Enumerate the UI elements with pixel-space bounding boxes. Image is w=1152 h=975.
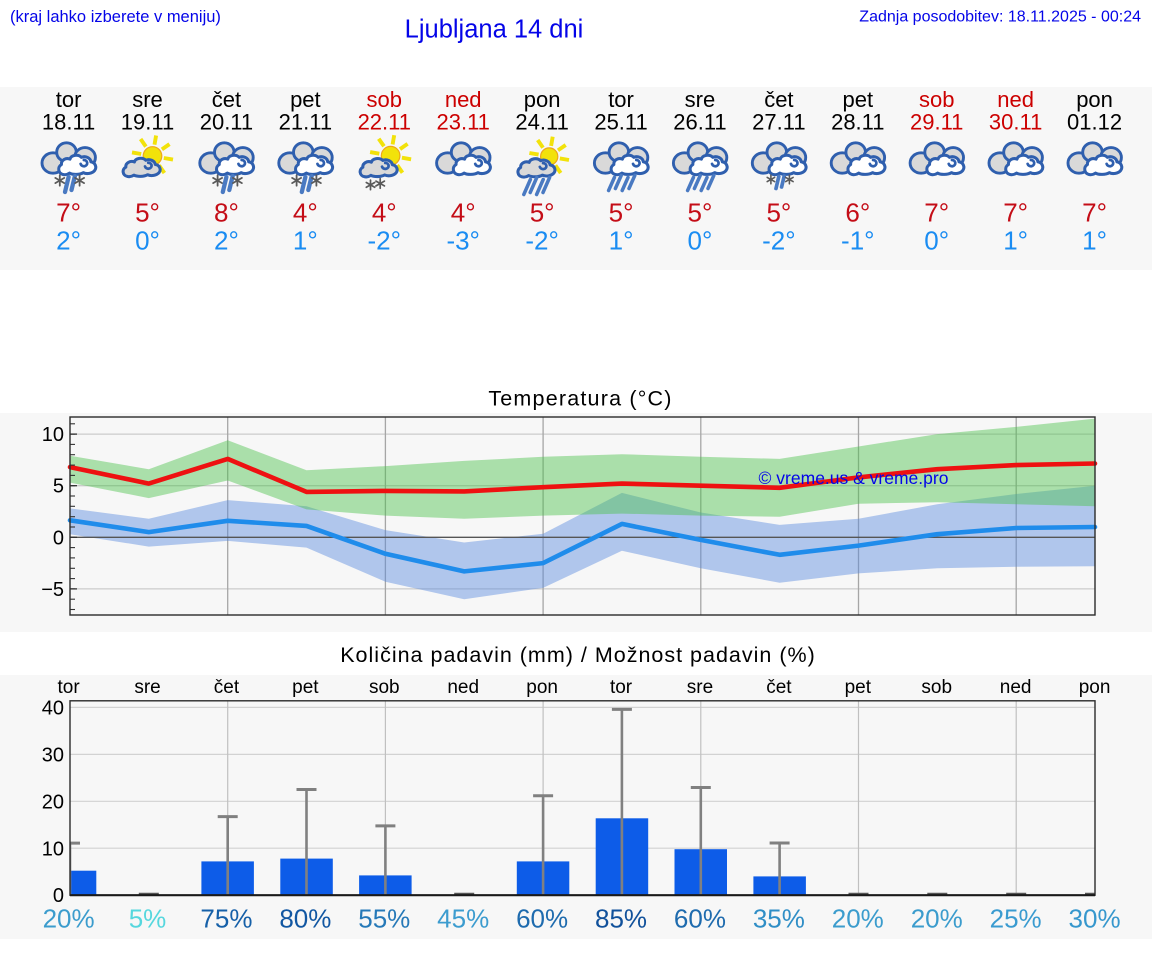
svg-text:ned: ned (1000, 677, 1032, 698)
svg-text:8°: 8° (214, 198, 239, 228)
svg-text:-2°: -2° (762, 226, 796, 256)
svg-text:29.11: 29.11 (910, 110, 963, 135)
svg-text:sre: sre (685, 87, 716, 112)
svg-text:1°: 1° (609, 226, 634, 256)
svg-text:tor: tor (608, 87, 634, 112)
svg-text:55%: 55% (358, 904, 410, 934)
svg-text:0: 0 (53, 885, 64, 907)
svg-text:Ljubljana 14 dni: Ljubljana 14 dni (405, 16, 584, 44)
svg-text:01.12: 01.12 (1067, 110, 1122, 135)
svg-text:5°: 5° (530, 198, 555, 228)
svg-text:60%: 60% (674, 904, 726, 934)
svg-text:7°: 7° (924, 198, 949, 228)
svg-text:5%: 5% (129, 904, 167, 934)
svg-text:sob: sob (919, 87, 954, 112)
svg-text:10: 10 (42, 838, 64, 860)
svg-text:(kraj lahko izberete v meniju): (kraj lahko izberete v meniju) (10, 8, 221, 26)
svg-text:čet: čet (212, 87, 241, 112)
svg-text:20.11: 20.11 (200, 110, 253, 135)
svg-text:30%: 30% (1069, 904, 1121, 934)
svg-text:-2°: -2° (368, 226, 402, 256)
svg-text:čet: čet (766, 677, 792, 698)
svg-text:7°: 7° (56, 198, 81, 228)
svg-text:28.11: 28.11 (831, 110, 884, 135)
svg-text:čet: čet (214, 677, 240, 698)
svg-text:ned: ned (445, 87, 482, 112)
svg-text:26.11: 26.11 (673, 110, 726, 135)
svg-text:21.11: 21.11 (279, 110, 332, 135)
svg-text:0°: 0° (924, 226, 949, 256)
svg-text:pon: pon (524, 87, 561, 112)
svg-text:25.11: 25.11 (594, 110, 647, 135)
svg-text:tor: tor (610, 677, 633, 698)
svg-text:75%: 75% (200, 904, 252, 934)
svg-text:60%: 60% (516, 904, 568, 934)
svg-text:sob: sob (921, 677, 952, 698)
svg-text:7°: 7° (1003, 198, 1028, 228)
svg-text:sre: sre (132, 87, 163, 112)
svg-text:18.11: 18.11 (42, 110, 95, 135)
svg-text:1°: 1° (1003, 226, 1028, 256)
svg-text:pet: pet (290, 87, 321, 112)
svg-text:30.11: 30.11 (989, 110, 1042, 135)
svg-text:5°: 5° (609, 198, 634, 228)
svg-text:5: 5 (53, 476, 64, 498)
svg-text:7°: 7° (1082, 198, 1107, 228)
svg-text:25%: 25% (990, 904, 1042, 934)
svg-text:2°: 2° (214, 226, 239, 256)
svg-text:Zadnja posodobitev: 18.11.2025: Zadnja posodobitev: 18.11.2025 - 00:24 (859, 9, 1141, 26)
svg-text:-2°: -2° (525, 226, 559, 256)
svg-text:20: 20 (42, 791, 64, 813)
svg-text:22.11: 22.11 (358, 110, 411, 135)
svg-text:85%: 85% (595, 904, 647, 934)
svg-text:pet: pet (843, 87, 874, 112)
svg-text:pet: pet (292, 677, 319, 698)
svg-text:1°: 1° (1082, 226, 1107, 256)
svg-text:40: 40 (42, 697, 64, 719)
svg-text:tor: tor (58, 677, 81, 698)
svg-text:35%: 35% (753, 904, 805, 934)
svg-text:Temperatura (°C): Temperatura (°C) (488, 387, 672, 411)
svg-text:5°: 5° (135, 198, 160, 228)
svg-text:20%: 20% (911, 904, 963, 934)
svg-text:80%: 80% (279, 904, 331, 934)
svg-text:Količina padavin (mm) / Možnos: Količina padavin (mm) / Možnost padavin … (340, 643, 816, 667)
svg-text:pon: pon (526, 677, 558, 698)
svg-text:tor: tor (56, 87, 82, 112)
svg-text:0: 0 (53, 527, 64, 549)
svg-text:23.11: 23.11 (436, 110, 489, 135)
svg-text:45%: 45% (437, 904, 489, 934)
svg-text:-1°: -1° (841, 226, 875, 256)
svg-text:sob: sob (367, 87, 402, 112)
svg-text:4°: 4° (451, 198, 476, 228)
svg-text:sre: sre (134, 677, 160, 698)
svg-text:4°: 4° (372, 198, 397, 228)
svg-text:20%: 20% (832, 904, 884, 934)
svg-text:20%: 20% (43, 904, 95, 934)
svg-text:© vreme.us & vreme.pro: © vreme.us & vreme.pro (759, 468, 949, 488)
svg-text:čet: čet (764, 87, 793, 112)
svg-text:pon: pon (1079, 677, 1111, 698)
svg-text:6°: 6° (845, 198, 870, 228)
svg-text:19.11: 19.11 (121, 110, 174, 135)
svg-text:2°: 2° (56, 226, 81, 256)
svg-text:sre: sre (687, 677, 713, 698)
svg-text:sob: sob (369, 677, 400, 698)
svg-text:5°: 5° (688, 198, 713, 228)
svg-text:24.11: 24.11 (515, 110, 568, 135)
svg-text:pet: pet (845, 677, 872, 698)
svg-text:30: 30 (42, 744, 64, 766)
svg-text:27.11: 27.11 (752, 110, 805, 135)
svg-text:1°: 1° (293, 226, 318, 256)
svg-text:-3°: -3° (446, 226, 480, 256)
svg-text:pon: pon (1076, 87, 1113, 112)
svg-text:0°: 0° (688, 226, 713, 256)
svg-text:10: 10 (42, 424, 64, 446)
svg-text:−5: −5 (41, 579, 64, 601)
svg-text:ned: ned (447, 677, 479, 698)
svg-text:5°: 5° (766, 198, 791, 228)
svg-text:0°: 0° (135, 226, 160, 256)
svg-text:4°: 4° (293, 198, 318, 228)
svg-text:ned: ned (997, 87, 1034, 112)
